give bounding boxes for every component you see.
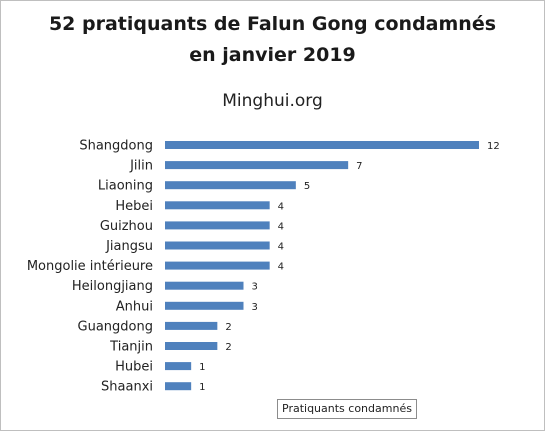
- category-label: Shangdong: [79, 139, 153, 154]
- bar: [165, 261, 270, 270]
- bar: [165, 141, 479, 149]
- bar: [165, 342, 218, 350]
- bar: [165, 241, 270, 250]
- data-label: 2: [225, 322, 231, 333]
- legend-entry-label: Pratiquants condamnés: [282, 402, 412, 415]
- category-label: Guangdong: [78, 319, 153, 334]
- bar: [165, 362, 192, 371]
- chart-title-line-1: 52 pratiquants de Falun Gong condamnés: [48, 13, 497, 35]
- category-label: Anhui: [116, 299, 153, 314]
- chart-subtitle: Minghui.org: [222, 91, 323, 111]
- bar: [165, 281, 244, 290]
- data-label: 7: [356, 161, 362, 172]
- bar: [165, 221, 270, 230]
- data-label: 1: [199, 362, 205, 373]
- bar: [165, 321, 218, 330]
- category-label: Liaoning: [98, 179, 153, 194]
- chart-title-line-2: en janvier 2019: [189, 44, 356, 66]
- bar: [165, 301, 244, 310]
- data-label: 3: [252, 282, 258, 293]
- data-label: 12: [487, 141, 500, 152]
- data-label: 4: [278, 242, 284, 253]
- bar: [165, 382, 192, 391]
- category-label: Jilin: [129, 159, 153, 174]
- category-label: Shaanxi: [101, 380, 153, 395]
- category-label: Jiangsu: [105, 239, 153, 254]
- data-label: 1: [199, 382, 205, 393]
- category-label: Guizhou: [100, 219, 153, 234]
- bar: [165, 181, 296, 190]
- data-label: 4: [278, 262, 284, 273]
- category-label: Tianjin: [109, 340, 153, 355]
- bar: [165, 201, 270, 210]
- category-label: Hubei: [115, 360, 153, 375]
- data-label: 4: [278, 221, 284, 232]
- data-label: 2: [225, 342, 231, 353]
- data-label: 5: [304, 181, 310, 192]
- bar: [165, 161, 349, 170]
- category-label: Heilongjiang: [72, 279, 153, 294]
- chart-title: 52 pratiquants de Falun Gong condamnés en…: [1, 9, 544, 71]
- category-label: Mongolie intérieure: [27, 259, 153, 274]
- legend: Pratiquants condamnés: [277, 399, 417, 419]
- category-label: Hebei: [115, 199, 153, 214]
- data-label: 4: [278, 201, 284, 212]
- data-label: 3: [252, 302, 258, 313]
